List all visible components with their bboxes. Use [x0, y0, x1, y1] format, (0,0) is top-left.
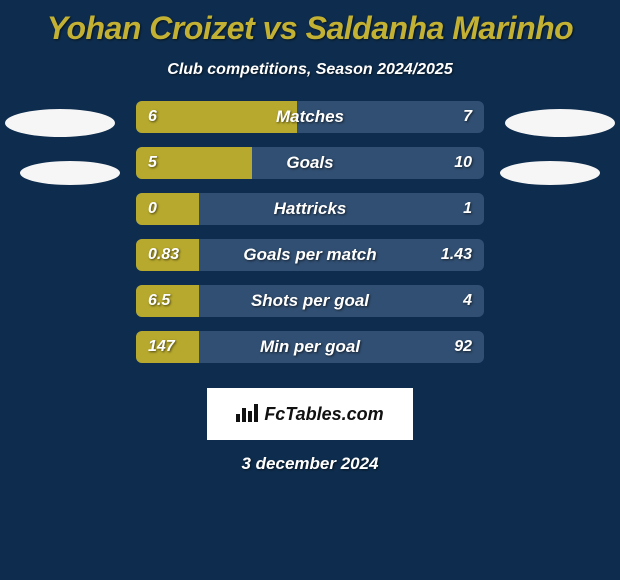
bar-value-right: 1.43	[441, 239, 472, 271]
bar-chart-icon	[236, 402, 258, 427]
bar-label: Goals per match	[136, 239, 484, 271]
bar-value-left: 0	[148, 193, 157, 225]
bar-label: Min per goal	[136, 331, 484, 363]
avatar-placeholder-left-2	[20, 161, 120, 185]
stat-bar: Shots per goal6.5 4	[136, 285, 484, 317]
bar-value-left: 6.5	[148, 285, 170, 317]
date: 3 december 2024	[0, 454, 620, 474]
bar-value-right: 92	[454, 331, 472, 363]
bar-value-left: 147	[148, 331, 175, 363]
stat-bar: Hattricks0 1	[136, 193, 484, 225]
chart-area: Matches6 7 Goals5 10 Hattricks0 1 Goals per ma…	[0, 101, 620, 391]
logo-text: FcTables.com	[264, 404, 383, 425]
bar-value-right: 4	[463, 285, 472, 317]
bar-value-left: 6	[148, 101, 157, 133]
stat-bar: Min per goal147 92	[136, 331, 484, 363]
bar-label: Goals	[136, 147, 484, 179]
stat-bar: Goals per match0.83 1.43	[136, 239, 484, 271]
bar-value-right: 10	[454, 147, 472, 179]
bar-value-right: 7	[463, 101, 472, 133]
avatar-placeholder-left-1	[5, 109, 115, 137]
bar-label: Hattricks	[136, 193, 484, 225]
page-title: Yohan Croizet vs Saldanha Marinho	[0, 0, 620, 47]
stat-bar: Matches6 7	[136, 101, 484, 133]
avatar-placeholder-right-2	[500, 161, 600, 185]
bar-label: Shots per goal	[136, 285, 484, 317]
bar-label: Matches	[136, 101, 484, 133]
stat-bar: Goals5 10	[136, 147, 484, 179]
infographic-container: Yohan Croizet vs Saldanha Marinho Club c…	[0, 0, 620, 580]
bar-value-left: 5	[148, 147, 157, 179]
avatar-placeholder-right-1	[505, 109, 615, 137]
bar-value-right: 1	[463, 193, 472, 225]
subtitle: Club competitions, Season 2024/2025	[0, 61, 620, 79]
fctables-logo: FcTables.com	[207, 388, 413, 440]
bar-value-left: 0.83	[148, 239, 179, 271]
